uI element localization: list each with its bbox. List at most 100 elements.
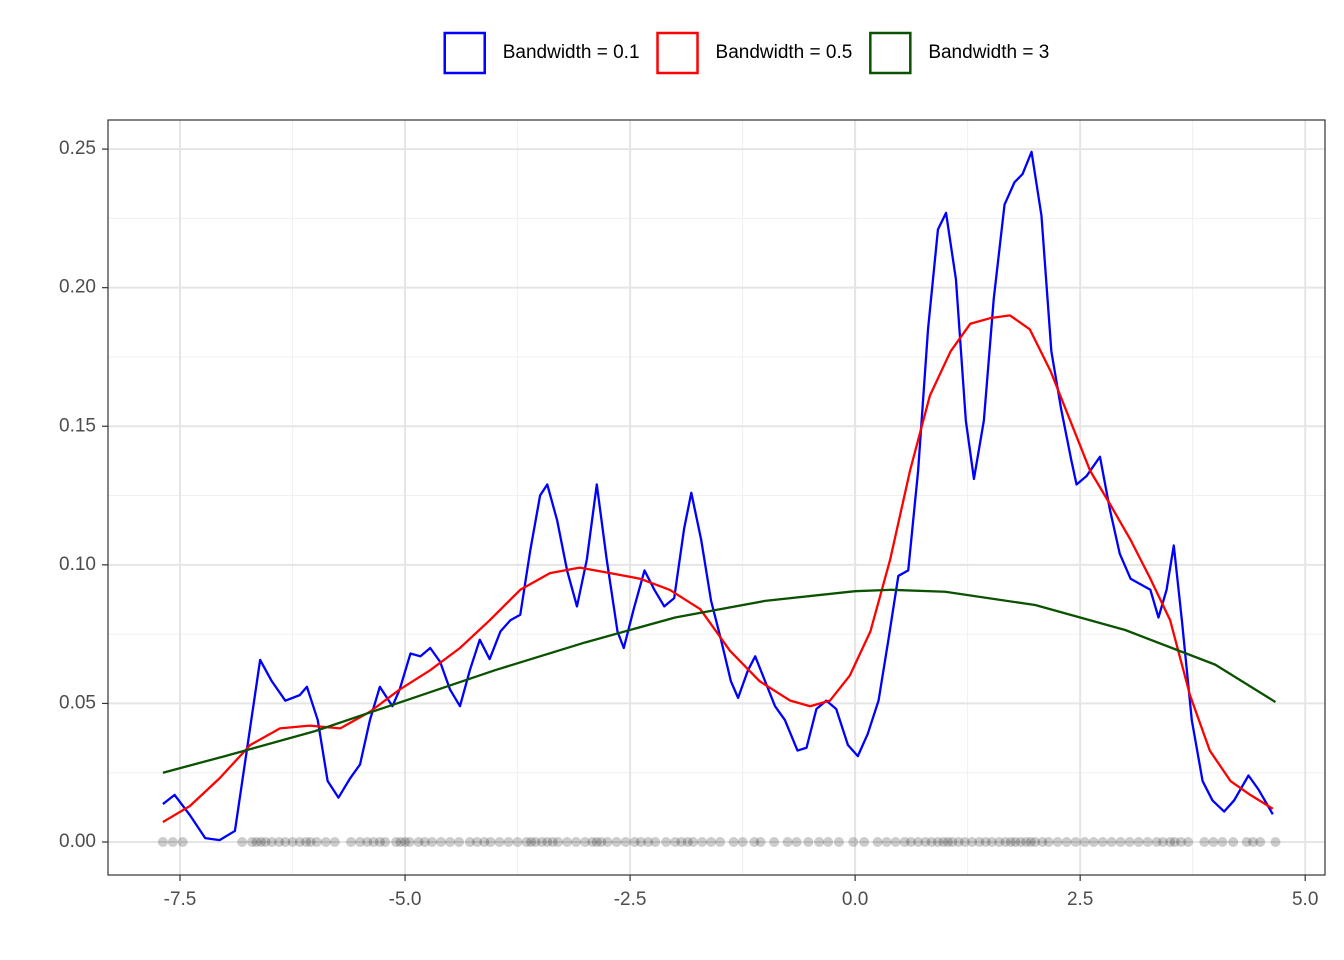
- rug-point: [938, 837, 949, 848]
- rug-point: [848, 837, 859, 848]
- y-tick-label: 0.25: [59, 138, 96, 159]
- rug-point: [755, 837, 766, 848]
- rug-point: [536, 837, 547, 848]
- rug-point: [1021, 837, 1032, 848]
- rug-point: [1228, 837, 1239, 848]
- rug-point: [587, 837, 598, 848]
- rug-point: [932, 837, 943, 848]
- legend-label: Bandwidth = 3: [928, 42, 1049, 63]
- rug-point: [419, 837, 430, 848]
- rug-point: [1175, 837, 1186, 848]
- rug-point: [380, 837, 391, 848]
- y-tick-label: 0.00: [59, 831, 96, 852]
- rug-point: [1208, 837, 1219, 848]
- rug-point: [986, 837, 997, 848]
- rug-point: [346, 837, 357, 848]
- rug-point: [1199, 837, 1210, 848]
- rug-point: [391, 837, 402, 848]
- legend-label: Bandwidth = 0.5: [716, 42, 853, 63]
- rug-point: [920, 837, 931, 848]
- rug-point: [1142, 837, 1153, 848]
- rug-point: [1165, 837, 1176, 848]
- rug-point: [749, 837, 760, 848]
- rug-point: [400, 837, 411, 848]
- rug-point: [1052, 837, 1063, 848]
- rug-point: [301, 837, 312, 848]
- rug-point: [1010, 837, 1021, 848]
- rug-point: [494, 837, 505, 848]
- rug-point: [256, 837, 267, 848]
- rug-point: [769, 837, 780, 848]
- rug-point: [697, 837, 708, 848]
- rug-point: [1106, 837, 1117, 848]
- rug-point: [1169, 837, 1180, 848]
- rug-point: [1247, 837, 1258, 848]
- rug-point: [899, 837, 910, 848]
- rug-point: [1183, 837, 1194, 848]
- rug-point: [1037, 837, 1048, 848]
- legend-key: [443, 31, 486, 75]
- rug-point: [436, 837, 447, 848]
- rug-point: [1025, 837, 1036, 848]
- x-tick-label: 0.0: [842, 889, 868, 910]
- rug-point: [974, 837, 985, 848]
- density-line: [162, 314, 1274, 824]
- rug-point: [629, 837, 640, 848]
- rug-point: [464, 837, 475, 848]
- y-tick-label: 0.05: [59, 692, 96, 713]
- x-tick-label: 2.5: [1067, 889, 1093, 910]
- rug-point: [1217, 837, 1228, 848]
- plot-border: [107, 119, 1326, 876]
- x-tick-label: -5.0: [389, 889, 422, 910]
- rug-point: [1255, 837, 1266, 848]
- rug-point: [1079, 837, 1090, 848]
- rug-point: [266, 837, 277, 848]
- legend-key: [869, 31, 912, 75]
- rug-point: [782, 837, 793, 848]
- rug-point: [926, 837, 937, 848]
- x-tick-label: 5.0: [1292, 889, 1318, 910]
- rug-point: [1270, 837, 1281, 848]
- rug-point: [715, 837, 726, 848]
- rug-point: [596, 837, 607, 848]
- rug-point: [1061, 837, 1072, 848]
- density-line: [162, 150, 1274, 842]
- rug-point: [803, 837, 814, 848]
- rug-point: [404, 837, 415, 848]
- rug-point: [953, 837, 964, 848]
- rug-point: [1000, 837, 1011, 848]
- rug-point: [814, 837, 825, 848]
- rug-point: [1088, 837, 1099, 848]
- rug-point: [591, 837, 602, 848]
- rug-point: [247, 837, 258, 848]
- y-tick-label: 0.15: [59, 415, 96, 436]
- rug-point: [791, 837, 802, 848]
- rug-point: [1097, 837, 1108, 848]
- rug-point: [320, 837, 331, 848]
- rug-point: [512, 837, 523, 848]
- rug-point: [542, 837, 553, 848]
- rug-point: [872, 837, 883, 848]
- rug-point: [571, 837, 582, 848]
- rug-point: [355, 837, 366, 848]
- rug-point: [942, 837, 953, 848]
- rug-point: [530, 837, 541, 848]
- legend-key: [656, 31, 699, 75]
- rug-point: [1070, 837, 1081, 848]
- rug-point: [980, 837, 991, 848]
- rug-point: [1151, 837, 1162, 848]
- rug-point: [676, 837, 687, 848]
- rug-point: [305, 837, 316, 848]
- rug-point: [833, 837, 844, 848]
- rug-point: [427, 837, 438, 848]
- rug-point: [688, 837, 699, 848]
- density-line: [162, 588, 1277, 774]
- rug-point: [274, 837, 285, 848]
- rug-point: [635, 837, 646, 848]
- rug-point: [1157, 837, 1168, 848]
- legend: Bandwidth = 0.1 Bandwidth = 0.5 Bandwidth …: [443, 31, 1049, 75]
- rug-point: [580, 837, 591, 848]
- rug-point: [503, 837, 514, 848]
- rug-point: [454, 837, 465, 848]
- plot-background: [108, 120, 1325, 875]
